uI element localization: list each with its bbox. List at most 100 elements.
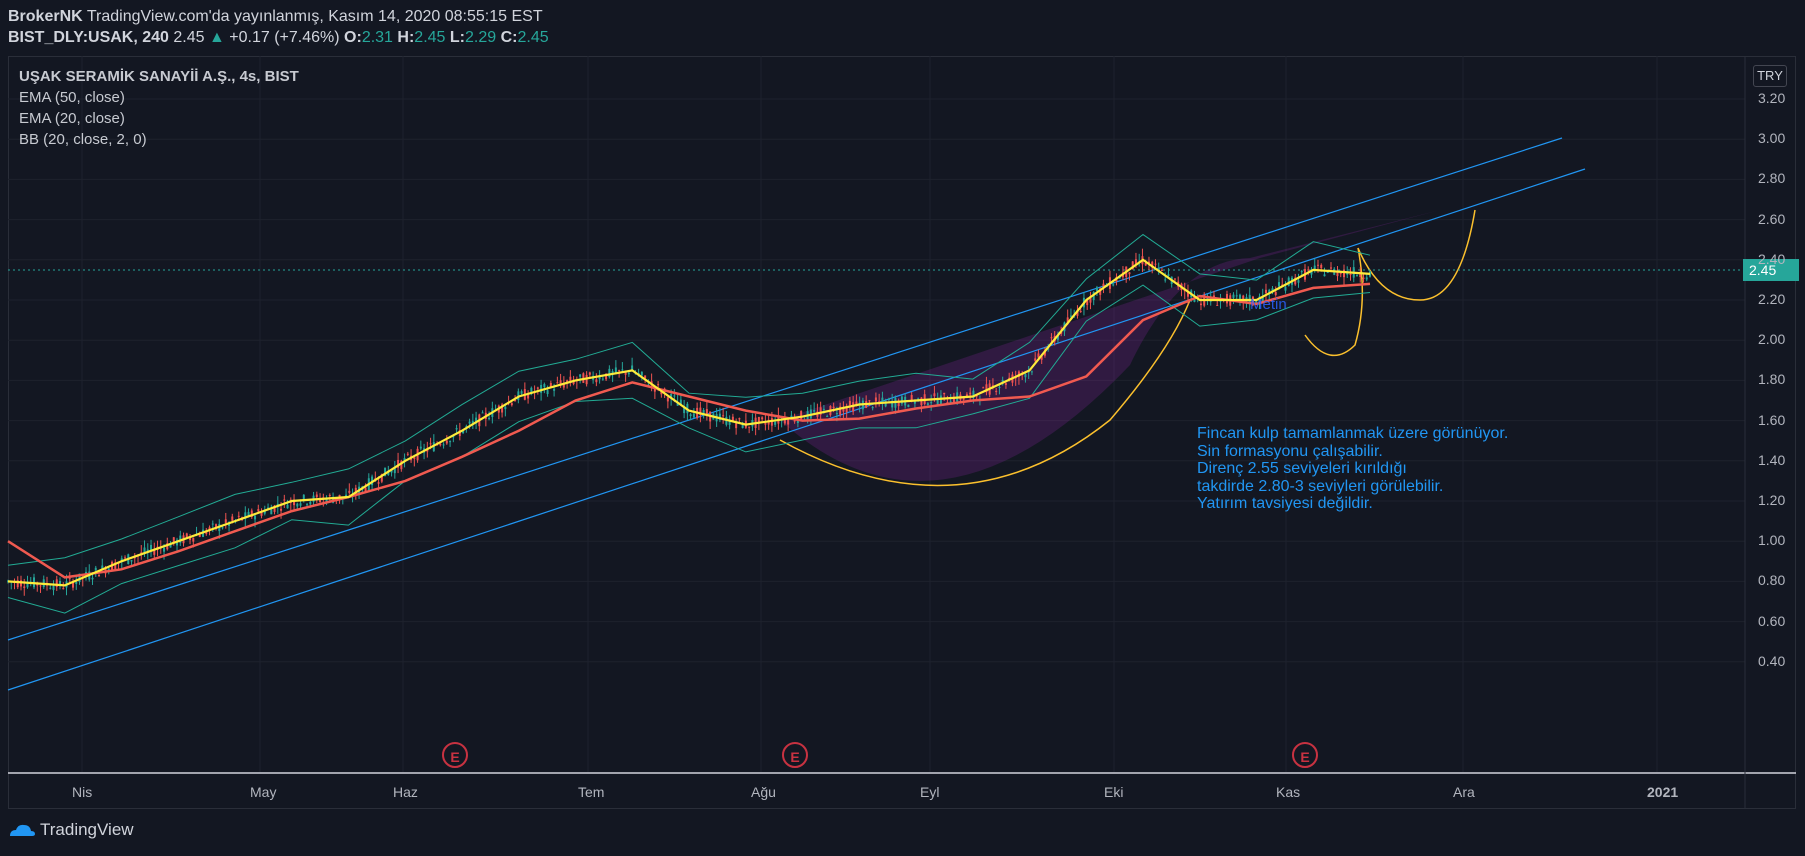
candle-body <box>189 537 192 541</box>
candle-body <box>59 581 62 586</box>
candle-body <box>302 494 305 500</box>
candle-body <box>1271 288 1274 292</box>
candle-body <box>835 413 838 415</box>
candle-body <box>26 583 29 588</box>
price-tick-label: 2.60 <box>1758 210 1786 227</box>
candle-body <box>969 392 972 395</box>
candle-body <box>595 379 598 383</box>
candle-body <box>215 524 218 529</box>
candle-body <box>874 397 877 402</box>
candle-body <box>1076 310 1079 316</box>
legend-bb[interactable]: BB (20, close, 2, 0) <box>19 131 147 148</box>
chart-pane[interactable] <box>8 56 1796 809</box>
candle-body <box>881 397 884 403</box>
earnings-badge[interactable]: E <box>1292 742 1318 768</box>
candle-body <box>133 557 136 559</box>
candle-body <box>1037 353 1040 358</box>
candle-body <box>257 509 260 512</box>
price-tick-label: 2.80 <box>1758 170 1786 187</box>
legend-ema20[interactable]: EMA (20, close) <box>19 110 125 127</box>
time-tick-label: Eyl <box>920 784 940 800</box>
earnings-badge[interactable]: E <box>782 742 808 768</box>
candle-body <box>1300 271 1303 273</box>
candle-body <box>221 527 224 529</box>
candle-body <box>315 494 318 498</box>
text-annotation-note[interactable]: Fincan kulp tamamlanmak üzere görünüyor.… <box>1197 425 1509 512</box>
close-value: 2.45 <box>517 29 549 46</box>
price-tick-label: 1.60 <box>1758 411 1786 428</box>
candle-body <box>231 516 234 521</box>
candle-body <box>627 372 630 375</box>
time-tick-label: May <box>250 784 277 800</box>
price-tick-label: 3.00 <box>1758 130 1786 147</box>
channel-lower-line <box>7 168 1586 691</box>
author-name[interactable]: BrokerNK <box>8 8 83 25</box>
candle-body <box>569 376 572 384</box>
text-annotation-metin[interactable]: Metin <box>1250 296 1287 313</box>
candle-body <box>689 414 692 417</box>
publish-info: TradingView.com'da yayınlanmış, Kasım 14… <box>86 8 543 25</box>
price-tick-label: 2.20 <box>1758 291 1786 307</box>
candle-body <box>1112 284 1115 286</box>
candle-body <box>39 585 42 587</box>
candle-body <box>692 413 695 418</box>
candle-body <box>1167 274 1170 276</box>
legend-main-series[interactable]: UŞAK SERAMİK SANAYİİ A.Ş., 4s, BIST <box>19 68 299 85</box>
up-arrow-icon: ▲ <box>208 29 225 46</box>
candle-body <box>306 504 309 506</box>
candle-body <box>624 371 627 375</box>
high-value: 2.45 <box>414 29 446 46</box>
candle-body <box>481 412 484 414</box>
candle-body <box>1056 335 1059 340</box>
candle-body <box>1339 273 1342 275</box>
candle-body <box>764 421 767 425</box>
candle-body <box>790 415 793 418</box>
channel-upper-line <box>7 137 1563 641</box>
candle-body <box>1131 261 1134 270</box>
candle-body <box>1294 277 1297 285</box>
candle-body <box>783 419 786 424</box>
candle-body <box>670 394 673 399</box>
candle-body <box>101 565 104 570</box>
candle-body <box>445 440 448 444</box>
candle-body <box>23 586 26 588</box>
candle-body <box>1004 383 1007 385</box>
candle-body <box>254 515 257 520</box>
candle-body <box>728 419 731 425</box>
price-tick-label: 0.40 <box>1758 652 1786 669</box>
candle-body <box>377 482 380 484</box>
candle-body <box>683 406 686 414</box>
price-tick-label: 1.00 <box>1758 532 1786 549</box>
currency-button[interactable]: TRY <box>1753 65 1787 87</box>
candle-body <box>328 494 331 496</box>
candle-body <box>598 375 601 380</box>
candle-body <box>907 404 910 407</box>
candle-body <box>1050 337 1053 339</box>
tradingview-logo[interactable]: TradingView <box>8 820 134 840</box>
candle-body <box>153 550 156 555</box>
candle-body <box>270 508 273 515</box>
candle-body <box>676 402 679 406</box>
candle-body <box>848 400 851 406</box>
price-tick-label: 0.80 <box>1758 572 1786 589</box>
candle-body <box>985 384 988 393</box>
candle-body <box>1160 269 1163 271</box>
last-price: 2.45 <box>173 29 205 46</box>
candle-body <box>738 418 741 420</box>
open-label: O: <box>344 29 362 46</box>
candle-body <box>75 581 78 584</box>
candle-body <box>640 371 643 376</box>
price-tick-label: 0.60 <box>1758 612 1786 629</box>
time-tick-label: Eki <box>1104 784 1124 800</box>
symbol-label[interactable]: BIST_DLY:USAK, 240 <box>8 29 169 46</box>
candle-body <box>1024 374 1027 378</box>
time-tick-label: Tem <box>578 784 605 800</box>
time-tick-label: Ağu <box>751 784 776 800</box>
legend-ema50[interactable]: EMA (50, close) <box>19 89 125 106</box>
candle-body <box>962 397 965 400</box>
candle-body <box>150 544 153 551</box>
earnings-badge[interactable]: E <box>442 742 468 768</box>
low-label: L: <box>449 29 465 46</box>
candle-body <box>449 441 452 443</box>
